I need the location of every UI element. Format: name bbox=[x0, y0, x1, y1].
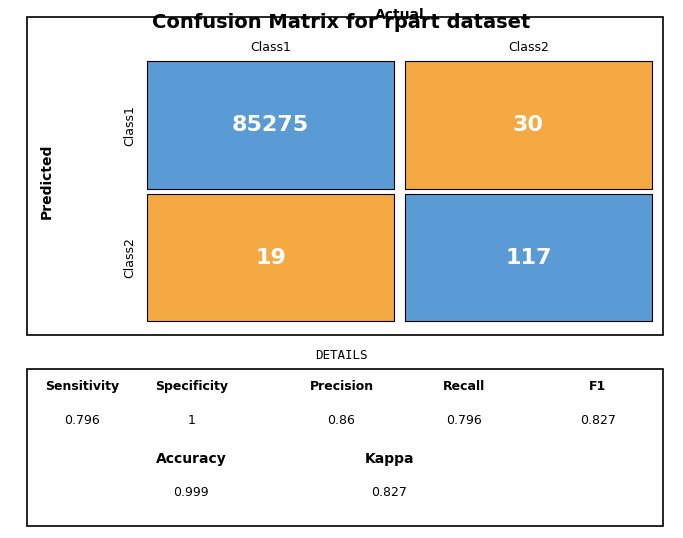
Text: F1: F1 bbox=[589, 380, 607, 393]
Text: 1: 1 bbox=[187, 414, 195, 427]
Text: 0.796: 0.796 bbox=[447, 414, 482, 427]
Text: 30: 30 bbox=[513, 115, 544, 135]
Bar bbox=[404, 194, 652, 321]
Text: Accuracy: Accuracy bbox=[156, 452, 227, 466]
Text: Confusion Matrix for rpart dataset: Confusion Matrix for rpart dataset bbox=[152, 13, 531, 32]
Text: Precision: Precision bbox=[309, 380, 374, 393]
Text: Kappa: Kappa bbox=[365, 452, 414, 466]
Text: 0.796: 0.796 bbox=[64, 414, 100, 427]
Bar bbox=[147, 61, 395, 189]
Text: 0.827: 0.827 bbox=[372, 486, 407, 499]
Text: 117: 117 bbox=[505, 247, 552, 267]
Text: 85275: 85275 bbox=[232, 115, 309, 135]
Bar bbox=[27, 369, 663, 526]
Text: 0.86: 0.86 bbox=[328, 414, 355, 427]
Text: Class2: Class2 bbox=[508, 41, 549, 54]
Text: Predicted: Predicted bbox=[40, 143, 53, 219]
Text: Class1: Class1 bbox=[123, 105, 137, 146]
Text: Specificity: Specificity bbox=[155, 380, 227, 393]
Text: Sensitivity: Sensitivity bbox=[45, 380, 119, 393]
Text: Actual: Actual bbox=[375, 9, 424, 23]
Bar bbox=[147, 194, 395, 321]
Bar bbox=[404, 61, 652, 189]
Text: 0.827: 0.827 bbox=[580, 414, 615, 427]
Text: Class1: Class1 bbox=[250, 41, 291, 54]
Text: Class2: Class2 bbox=[123, 237, 137, 278]
Text: DETAILS: DETAILS bbox=[316, 349, 367, 362]
Text: 0.999: 0.999 bbox=[173, 486, 209, 499]
Text: Recall: Recall bbox=[443, 380, 486, 393]
Text: 19: 19 bbox=[255, 247, 286, 267]
